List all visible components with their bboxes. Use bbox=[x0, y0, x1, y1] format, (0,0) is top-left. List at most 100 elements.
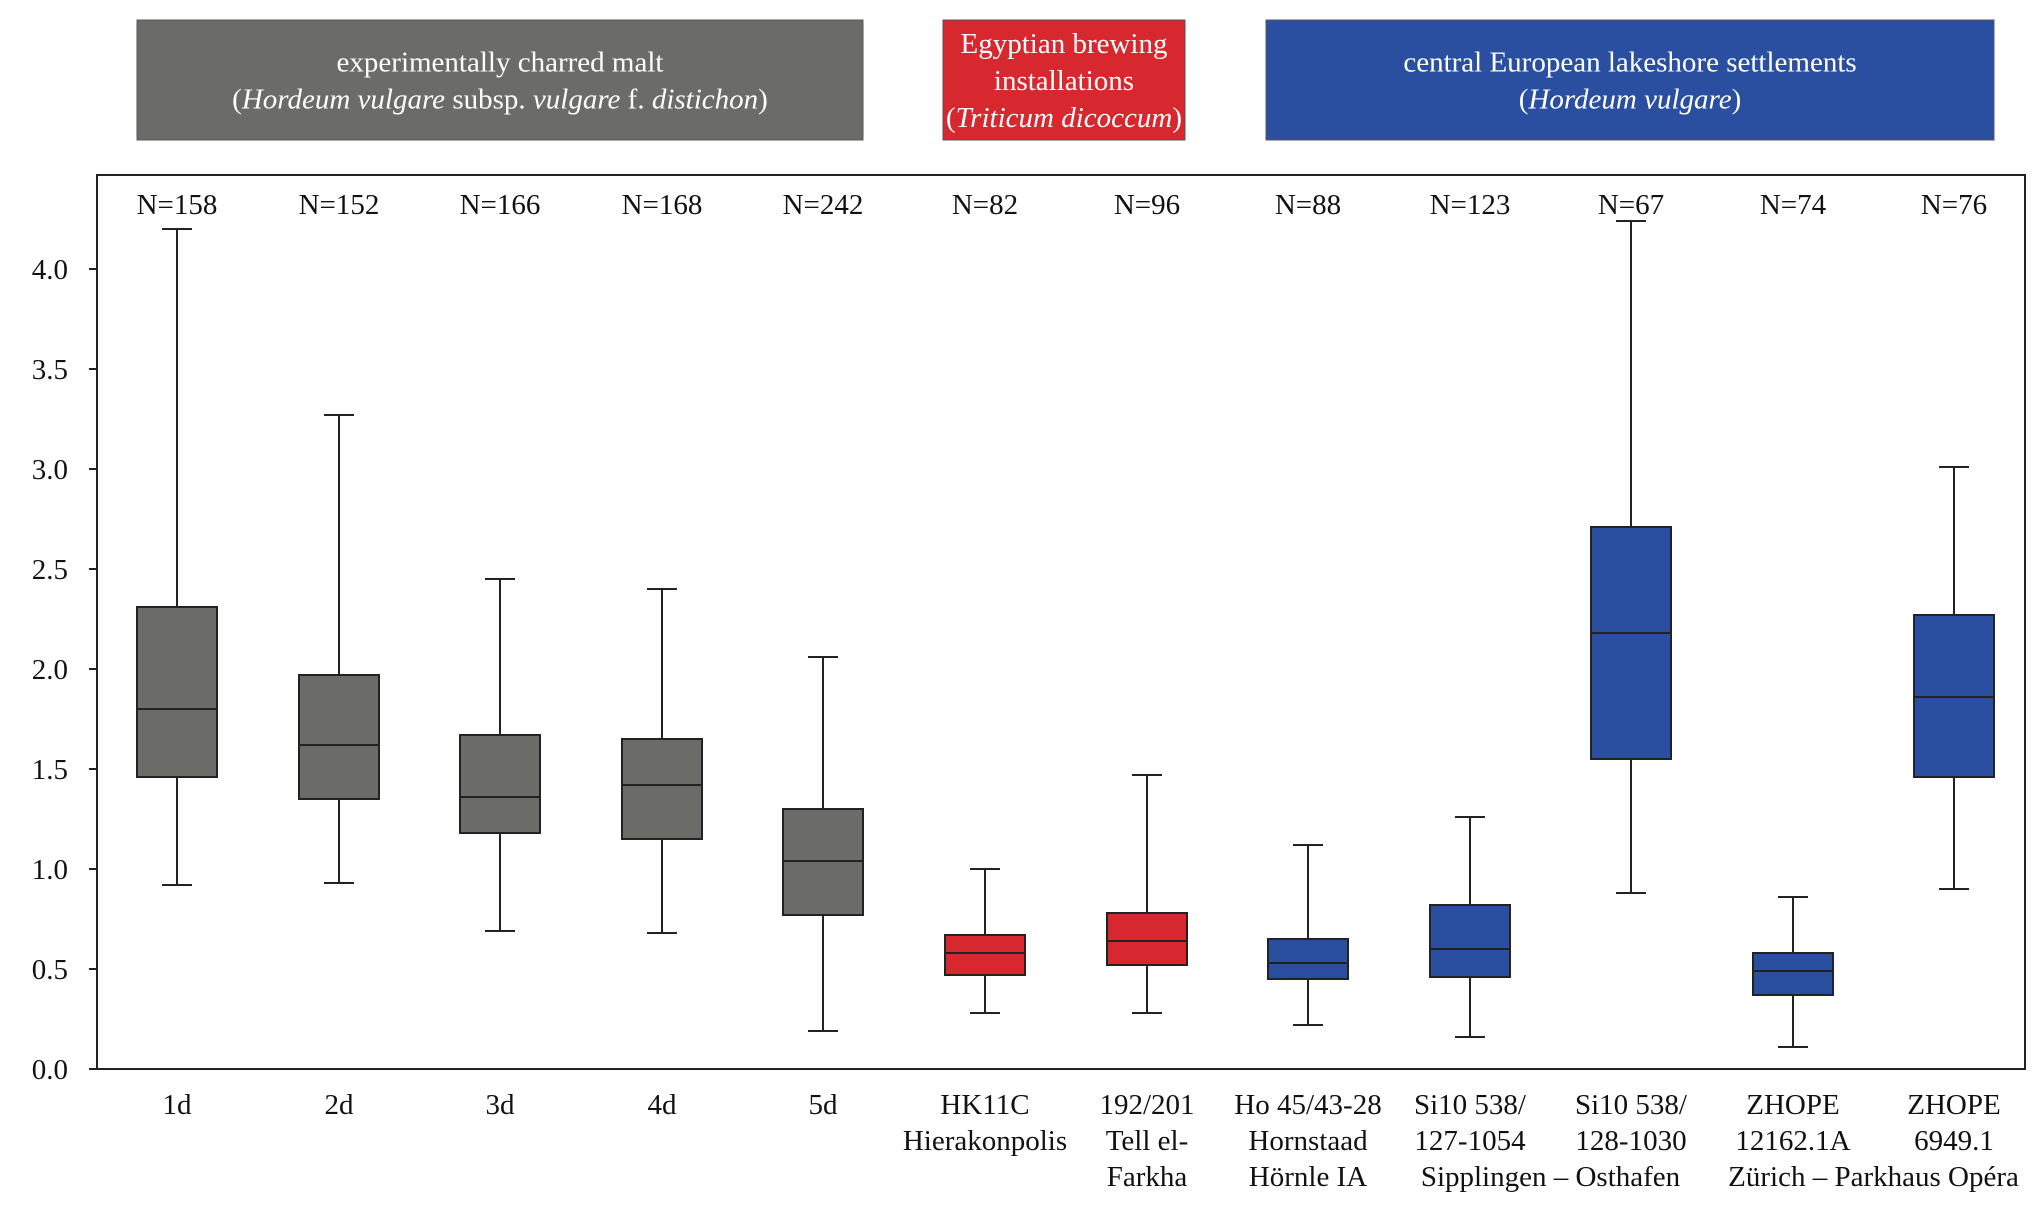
n-label: N=158 bbox=[137, 189, 218, 221]
header-span: ) bbox=[758, 84, 768, 116]
x-category-label: Hierakonpolis bbox=[903, 1125, 1067, 1157]
y-tick-label: 0.0 bbox=[32, 1054, 68, 1086]
header-span: f. bbox=[620, 84, 651, 116]
header-span: subsp. bbox=[445, 84, 533, 116]
box-iqr bbox=[621, 738, 703, 840]
n-label: N=123 bbox=[1430, 189, 1511, 221]
n-label: N=76 bbox=[1921, 189, 1987, 221]
x-category-label: Si10 538/ bbox=[1414, 1089, 1527, 1121]
box-0 bbox=[136, 228, 218, 886]
header-text-2-0: central European lakeshore settlements bbox=[1403, 47, 1856, 79]
x-category-label: 2d bbox=[325, 1089, 355, 1121]
n-label: N=74 bbox=[1760, 189, 1827, 221]
n-label: N=152 bbox=[299, 189, 380, 221]
x-category-label: 128-1030 bbox=[1575, 1125, 1686, 1157]
header-span: Triticum dicoccum bbox=[956, 102, 1173, 134]
box-8 bbox=[1429, 816, 1511, 1038]
box-4 bbox=[782, 656, 864, 1032]
header-text-2-1: (Hordeum vulgare) bbox=[1519, 84, 1742, 116]
header-span: Egyptian brewing bbox=[961, 28, 1168, 60]
x-category-label: Tell el- bbox=[1106, 1125, 1189, 1157]
x-category-label: 127-1054 bbox=[1414, 1125, 1526, 1157]
x-category-label: Hörnle IA bbox=[1249, 1161, 1367, 1193]
box-iqr bbox=[1106, 912, 1188, 966]
x-category-label: Hornstaad bbox=[1248, 1125, 1368, 1157]
box-iqr bbox=[1752, 952, 1834, 996]
box-series bbox=[136, 220, 1995, 1048]
box-iqr bbox=[136, 606, 218, 778]
header-text-0-0: experimentally charred malt bbox=[337, 47, 664, 79]
n-label: N=67 bbox=[1598, 189, 1664, 221]
box-1 bbox=[298, 414, 380, 884]
group-headers: experimentally charred malt(Hordeum vulg… bbox=[136, 19, 1995, 141]
header-box-1 bbox=[942, 19, 1186, 141]
x-category-label: Farkha bbox=[1107, 1161, 1188, 1193]
y-axis: 0.0 0.5 1.0 1.5 2.0 2.5 3.0 3.5 4.0 bbox=[32, 254, 97, 1086]
n-label: N=96 bbox=[1114, 189, 1180, 221]
n-label: N=82 bbox=[952, 189, 1018, 221]
x-category-label: ZHOPE bbox=[1907, 1089, 2000, 1121]
header-span: vulgare bbox=[533, 84, 621, 116]
x-axis-labels: 1d 2d 3d 4d 5d HK11C Hierakonpolis 192/201 Tell … bbox=[163, 1089, 2019, 1193]
header-text-1-1: installations bbox=[994, 65, 1134, 97]
x-category-label: 12162.1A bbox=[1735, 1125, 1850, 1157]
box-iqr bbox=[1590, 526, 1672, 760]
x-site-label: Sipplingen – Osthafen bbox=[1421, 1161, 1681, 1193]
sample-size-labels: N=158 N=152 N=166 N=168 N=242 N=82 N=96 N=88 N=1… bbox=[137, 189, 1988, 221]
x-category-label: 1d bbox=[163, 1089, 193, 1121]
y-tick-label: 2.5 bbox=[32, 554, 68, 586]
header-span: central European lakeshore settlements bbox=[1403, 47, 1856, 79]
y-tick-label: 3.0 bbox=[32, 454, 68, 486]
x-category-label: 5d bbox=[809, 1089, 839, 1121]
header-box-0 bbox=[136, 19, 864, 141]
x-category-label: HK11C bbox=[940, 1089, 1029, 1121]
header-span: Hordeum vulgare bbox=[241, 84, 445, 116]
x-category-label: ZHOPE bbox=[1746, 1089, 1839, 1121]
box-10 bbox=[1752, 896, 1834, 1048]
header-span: ) bbox=[1172, 102, 1182, 134]
header-span: ) bbox=[1732, 84, 1742, 116]
x-category-label: 3d bbox=[486, 1089, 516, 1121]
header-span: ( bbox=[946, 102, 956, 134]
x-category-label: 4d bbox=[648, 1089, 678, 1121]
n-label: N=242 bbox=[783, 189, 864, 221]
n-label: N=166 bbox=[460, 189, 541, 221]
n-label: N=168 bbox=[622, 189, 703, 221]
x-site-label: Zürich – Parkhaus Opéra bbox=[1728, 1161, 2019, 1193]
y-tick-label: 4.0 bbox=[32, 254, 68, 286]
box-11 bbox=[1913, 466, 1995, 890]
n-label: N=88 bbox=[1275, 189, 1341, 221]
box-2 bbox=[459, 578, 541, 932]
y-tick-label: 2.0 bbox=[32, 654, 68, 686]
box-3 bbox=[621, 588, 703, 934]
x-category-label: Si10 538/ bbox=[1575, 1089, 1688, 1121]
header-box-2 bbox=[1265, 19, 1995, 141]
x-category-label: 6949.1 bbox=[1914, 1125, 1994, 1157]
x-category-label: Ho 45/43-28 bbox=[1234, 1089, 1381, 1121]
box-iqr bbox=[1267, 938, 1349, 980]
box-iqr bbox=[944, 934, 1026, 976]
box-7 bbox=[1267, 844, 1349, 1026]
y-tick-label: 3.5 bbox=[32, 354, 68, 386]
header-span: ( bbox=[232, 84, 242, 116]
header-span: Hordeum vulgare bbox=[1527, 84, 1731, 116]
plot-frame bbox=[96, 174, 2026, 1070]
box-iqr bbox=[298, 674, 380, 800]
y-tick-label: 0.5 bbox=[32, 954, 68, 986]
box-5 bbox=[944, 868, 1026, 1014]
header-span: distichon bbox=[652, 84, 758, 116]
header-text-0-1: (Hordeum vulgare subsp. vulgare f. disti… bbox=[232, 84, 768, 116]
y-tick-label: 1.5 bbox=[32, 754, 68, 786]
header-span: ( bbox=[1519, 84, 1529, 116]
y-tick-label: 1.0 bbox=[32, 854, 68, 886]
header-span: experimentally charred malt bbox=[337, 47, 664, 79]
header-text-1-2: (Triticum dicoccum) bbox=[946, 102, 1182, 134]
box-iqr bbox=[459, 734, 541, 834]
box-iqr bbox=[1429, 904, 1511, 978]
x-category-label: 192/201 bbox=[1099, 1089, 1194, 1121]
header-span: installations bbox=[994, 65, 1134, 97]
box-6 bbox=[1106, 774, 1188, 1014]
header-text-1-0: Egyptian brewing bbox=[961, 28, 1168, 60]
box-9 bbox=[1590, 220, 1672, 894]
